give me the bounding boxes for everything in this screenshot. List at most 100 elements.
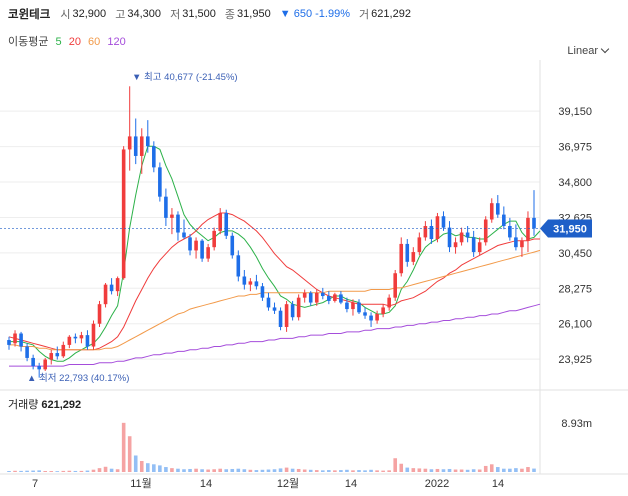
current-price-label: 31,950 [553, 223, 587, 235]
volume-bar [19, 470, 23, 472]
candle-body [97, 304, 102, 324]
volume-bar [284, 467, 289, 472]
candle-body [393, 273, 398, 298]
volume-bar [103, 466, 108, 472]
volume-bar [393, 458, 398, 472]
y-tick-label: 34,800 [558, 177, 592, 189]
volume-bar [121, 422, 126, 472]
candle-body [417, 237, 422, 253]
candle-body [85, 335, 90, 347]
candle-body [272, 307, 277, 311]
volume-bar [459, 469, 464, 472]
y-tick-label: 26,100 [558, 319, 592, 331]
candle-body [387, 297, 391, 308]
candle-body [194, 240, 198, 251]
volume-bar [327, 470, 331, 472]
ma-60-label[interactable]: 60 [88, 36, 101, 48]
volume-bar [266, 469, 271, 472]
volume-bar [483, 465, 488, 472]
volume-bar [164, 467, 168, 472]
volume-bar [302, 469, 307, 472]
candle-body [79, 335, 84, 339]
candle-body [254, 281, 259, 287]
candle-body [290, 304, 295, 318]
candle-body [61, 344, 66, 357]
volume-bar [272, 469, 277, 472]
candle-body [109, 284, 114, 292]
candle-body [405, 243, 410, 262]
x-tick-label: 11월 [130, 477, 152, 490]
x-tick-label: 14 [200, 478, 212, 490]
volume-bar [158, 465, 162, 472]
ma-5-label[interactable]: 5 [55, 36, 62, 48]
volume-bar [139, 460, 144, 472]
close-value: 31,950 [237, 8, 271, 20]
scale-toggle[interactable]: Linear [567, 44, 610, 57]
candle-body [369, 315, 373, 321]
candle-body [67, 336, 72, 345]
candle-body [31, 357, 35, 367]
low-value: 31,500 [182, 8, 216, 20]
candle-body [127, 136, 132, 150]
volume-bar [43, 471, 48, 472]
volume-bar [31, 470, 35, 472]
volume-panel-value: 621,292 [41, 399, 82, 411]
candle-body [152, 146, 156, 168]
volume-bar [133, 455, 138, 472]
volume-bar [471, 469, 476, 472]
candle-body [381, 307, 385, 314]
ma-5-line [9, 145, 541, 362]
x-tick-label: 14 [345, 478, 357, 490]
volume-bar [453, 469, 458, 472]
max-price-marker: ▼ 최고 40,677 (-21.45%) [132, 72, 238, 83]
y-tick-label: 30,450 [558, 248, 592, 260]
volume-bar [363, 470, 367, 472]
candle-body [158, 167, 162, 197]
volume-bar [218, 468, 223, 472]
volume-label: 거 [359, 9, 370, 21]
candle-body [435, 216, 440, 240]
candle-body [345, 302, 349, 310]
volume-bar [224, 469, 229, 472]
candle-body [182, 232, 186, 238]
ma-120-label[interactable]: 120 [107, 36, 126, 48]
volume-bar [115, 469, 120, 472]
volume-bar [200, 469, 204, 472]
x-tick-label: 12월 [277, 477, 299, 490]
ma-20-label[interactable]: 20 [68, 36, 81, 48]
volume-bar [477, 469, 482, 472]
candle-body [314, 292, 319, 303]
candle-body [284, 304, 289, 327]
volume-bar [91, 469, 96, 472]
volume-bar [369, 469, 373, 472]
quote-header: 코윈테크 시 32,900 고 34,300 저 31,500 종 31,950 ▼ 6… [8, 6, 417, 26]
candle-body [526, 217, 530, 241]
volume-bar [405, 467, 410, 472]
volume-bar [308, 469, 313, 472]
candle-body [532, 217, 536, 229]
candle-body [441, 216, 446, 228]
candle-body [375, 313, 379, 321]
candle-body [218, 212, 223, 231]
volume-bar [97, 468, 102, 472]
candle-body [25, 346, 29, 358]
candle-body [302, 292, 307, 298]
candle-body [465, 232, 470, 238]
candle-body [260, 286, 265, 298]
candle-body [411, 252, 416, 262]
volume-bar [417, 468, 422, 472]
min-price-marker: ▲ 최저 22,793 (40.17%) [27, 373, 129, 384]
candle-body [477, 242, 482, 253]
volume-bar [339, 470, 343, 472]
volume-bar [399, 463, 404, 472]
candle-body [495, 203, 500, 215]
candle-body [224, 212, 229, 236]
ma-60-line [9, 249, 541, 351]
candle-body [170, 214, 174, 218]
candle-body [278, 310, 283, 327]
y-tick-label: 36,975 [558, 142, 592, 154]
volume-bar [290, 468, 295, 472]
volume-bar [296, 468, 301, 472]
volume-bar [194, 468, 198, 472]
